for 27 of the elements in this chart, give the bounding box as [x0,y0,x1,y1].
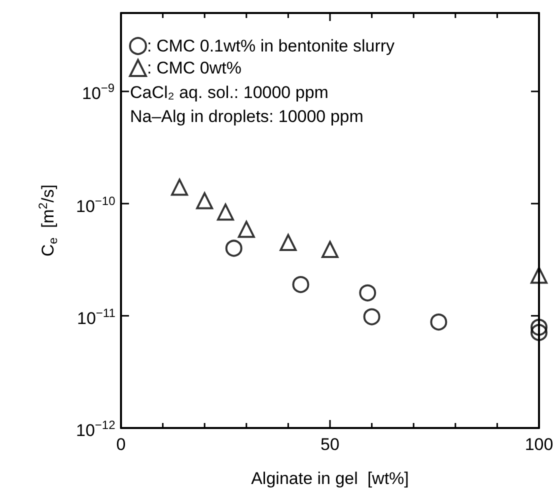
point [530,266,548,284]
y-axis-title: Ce [m2/s] [36,184,60,256]
legend-label: : CMC 0.1wt% in bentonite slurry [147,36,396,56]
x-tick-label: 50 [320,435,340,454]
point [530,324,548,341]
x-axis-title: Alginate in gel [wt%] [251,469,409,488]
legend-label: : CMC 0wt% [147,58,242,78]
point [530,318,548,336]
y-tick-label: 10$^{−11}$ [77,306,116,328]
point [171,178,188,196]
point [359,284,376,302]
point [292,276,310,294]
y-tick-label: 10$^{−12}$ [76,418,116,440]
point [238,220,255,238]
point [280,234,297,252]
point [430,314,448,331]
point [196,192,214,210]
point [225,240,242,257]
x-tick-label: 100 [524,435,554,454]
point [363,308,380,326]
y-tick-label: 10$^{−9}$ [82,81,115,104]
y-tick-label: 10$^{−10}$ [76,194,116,216]
point [217,204,234,221]
annotation: Na–Alg in droplets: 10000 ppm [130,107,364,126]
annotation: CaCl₂ aq. sol.: 10000 ppm [130,83,328,102]
point [322,240,338,258]
x-tick-label: 0 [116,435,126,454]
